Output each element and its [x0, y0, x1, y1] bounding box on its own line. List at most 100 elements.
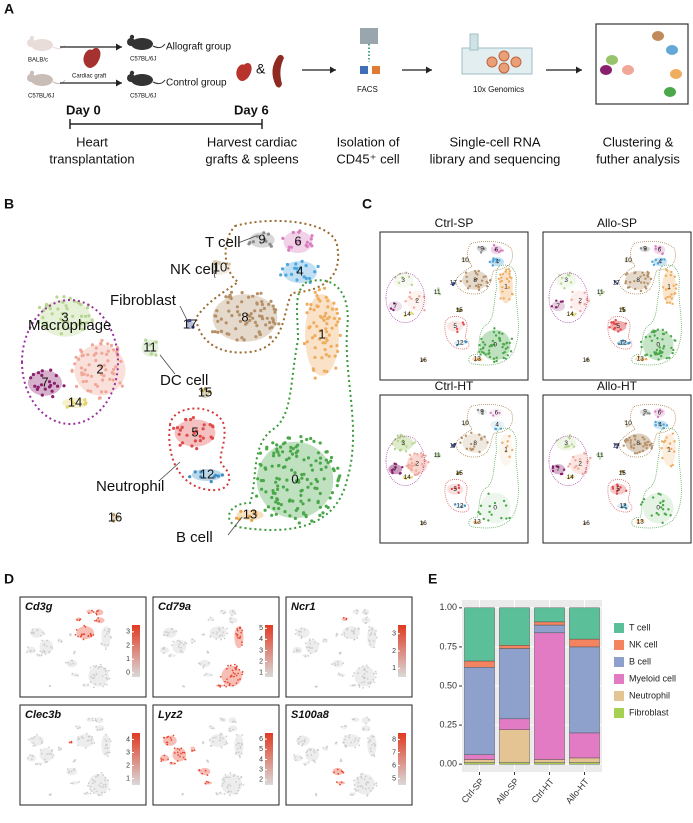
cell-dot [294, 451, 298, 455]
cell-dot [327, 354, 331, 358]
cell-dot [77, 357, 81, 361]
cell-dot [219, 717, 222, 720]
cell-dot [222, 719, 225, 722]
cluster-area [302, 762, 309, 765]
cell-dot [297, 230, 301, 234]
cell-dot [260, 487, 264, 491]
cell-dot [502, 499, 506, 503]
cell-dot [572, 314, 576, 317]
cell-dot [97, 617, 100, 619]
legend-swatch [614, 657, 624, 667]
cell-dot [394, 462, 398, 466]
cell-dot [310, 336, 315, 340]
cell-dot [170, 762, 173, 764]
cell-dot [648, 412, 651, 415]
cell-dot [277, 453, 281, 457]
cell-dot [42, 631, 44, 634]
cell-dot [108, 788, 111, 791]
cell-dot [353, 630, 355, 633]
cluster-label: 1 [667, 447, 671, 454]
colorbar-tick-label: 5 [259, 625, 263, 632]
cell-dot [80, 371, 84, 375]
cell-dot [93, 674, 96, 677]
cell-dot [112, 348, 116, 352]
cell-dot [287, 456, 291, 460]
cell-dot [73, 362, 77, 366]
cell-dot [95, 612, 97, 615]
cell-dot [306, 646, 309, 649]
cell-dot [504, 450, 508, 453]
organ-icon [83, 47, 101, 68]
cell-dot [373, 681, 376, 684]
cell-dot [313, 749, 315, 752]
cell-dot [46, 760, 48, 763]
cell-type-label: Fibroblast [110, 292, 177, 309]
cell-dot [662, 332, 666, 336]
cell-dot [99, 390, 104, 394]
cell-dot [492, 357, 496, 360]
cell-dot [630, 446, 633, 449]
cell-dot [475, 277, 479, 281]
cell-dot [108, 631, 111, 633]
cell-dot [250, 518, 254, 523]
cell-dot [212, 261, 216, 265]
y-tick-label: 0.25 [439, 719, 457, 729]
cell-dot [43, 651, 46, 654]
cell-dot [227, 664, 229, 667]
cluster-area [209, 261, 231, 275]
cell-dot [667, 508, 670, 511]
cell-dot [48, 307, 52, 311]
legend-swatch [614, 640, 624, 650]
cell-dot [490, 343, 493, 347]
cell-dot [301, 502, 305, 506]
cell-dot [583, 522, 586, 525]
cell-dot [215, 792, 218, 794]
cell-dot [298, 650, 301, 652]
cluster-area [354, 665, 375, 687]
cell-dot [101, 728, 104, 730]
cluster-label: 10 [462, 257, 470, 264]
cell-dot [313, 751, 316, 754]
cell-dot [306, 456, 311, 460]
cell-dot [89, 788, 92, 791]
cell-dot [314, 686, 317, 688]
cell-dot [414, 469, 418, 472]
cell-dot [370, 750, 372, 753]
cell-dot [324, 295, 328, 299]
cell-dot [238, 777, 240, 780]
cell-dot [490, 513, 493, 516]
cell-type-label: NK cell [170, 261, 218, 278]
cluster-area [76, 734, 94, 748]
cell-dot [87, 363, 91, 367]
cell-dot [281, 236, 285, 240]
cell-dot [399, 471, 402, 475]
cell-dot [359, 785, 362, 788]
cell-dot [632, 434, 636, 438]
cell-dot [357, 739, 360, 742]
cell-dot [283, 441, 287, 445]
cell-dot [674, 291, 677, 295]
cell-dot [325, 747, 328, 749]
cell-dot [72, 662, 75, 665]
cell-dot [462, 323, 465, 326]
cell-dot [360, 785, 363, 787]
cell-dot [87, 784, 89, 787]
cell-dot [668, 442, 672, 445]
cell-dot [285, 478, 289, 482]
cell-dot [364, 788, 367, 790]
cluster-label: 6 [658, 246, 662, 253]
bar-segment [569, 757, 600, 763]
cell-dot [51, 756, 54, 759]
cell-dot [424, 454, 427, 457]
cell-dot [662, 347, 665, 350]
cell-dot [463, 504, 467, 507]
cluster-label: 14 [68, 394, 82, 409]
cell-dot [71, 401, 75, 405]
cell-dot [367, 781, 370, 784]
cell-dot [561, 300, 564, 303]
colorbar-tick-label: 2 [259, 658, 263, 665]
cell-dot [31, 631, 34, 634]
cell-dot [176, 760, 179, 762]
cell-dot [165, 634, 168, 637]
